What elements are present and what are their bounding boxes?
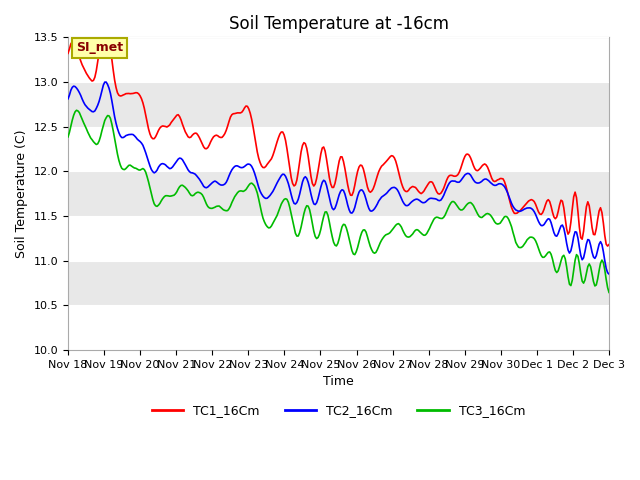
TC2_16Cm — [602, 265, 610, 271]
Bar — [68, 305, 609, 350]
TC2_16Cm — [344, 202, 351, 208]
TC3_16Cm — [602, 276, 610, 282]
TC2_16Cm — [605, 271, 613, 277]
TC2_16Cm — [99, 82, 107, 88]
TC2_16Cm — [64, 96, 72, 102]
TC3_16Cm — [344, 230, 351, 236]
TC3_16Cm — [84, 129, 92, 135]
Bar — [68, 127, 609, 171]
Legend: TC1_16Cm, TC2_16Cm, TC3_16Cm: TC1_16Cm, TC2_16Cm, TC3_16Cm — [147, 399, 530, 422]
Bar — [68, 37, 609, 82]
TC1_16Cm — [64, 50, 72, 56]
Bar — [68, 216, 609, 261]
TC2_16Cm — [102, 79, 110, 85]
TC1_16Cm — [83, 71, 90, 76]
TC1_16Cm — [101, 18, 109, 24]
Bar — [68, 82, 609, 127]
TC1_16Cm — [451, 173, 459, 179]
TC1_16Cm — [344, 182, 351, 188]
Title: Soil Temperature at -16cm: Soil Temperature at -16cm — [228, 15, 449, 33]
TC2_16Cm — [83, 104, 90, 109]
TC2_16Cm — [532, 211, 540, 217]
Line: TC2_16Cm: TC2_16Cm — [68, 82, 609, 274]
TC3_16Cm — [451, 200, 459, 206]
TC3_16Cm — [532, 238, 540, 244]
Line: TC1_16Cm: TC1_16Cm — [68, 21, 609, 246]
TC1_16Cm — [602, 241, 610, 247]
Bar — [68, 171, 609, 216]
Line: TC3_16Cm: TC3_16Cm — [68, 110, 609, 292]
TC1_16Cm — [99, 22, 107, 28]
TC1_16Cm — [532, 201, 540, 207]
TC1_16Cm — [605, 241, 613, 247]
TC3_16Cm — [73, 108, 81, 113]
TC3_16Cm — [101, 118, 109, 123]
TC3_16Cm — [605, 289, 613, 295]
Bar — [68, 261, 609, 305]
X-axis label: Time: Time — [323, 375, 354, 388]
TC2_16Cm — [451, 178, 459, 184]
Y-axis label: Soil Temperature (C): Soil Temperature (C) — [15, 130, 28, 258]
Text: SI_met: SI_met — [76, 41, 124, 54]
TC3_16Cm — [64, 134, 72, 140]
TC1_16Cm — [604, 243, 611, 249]
